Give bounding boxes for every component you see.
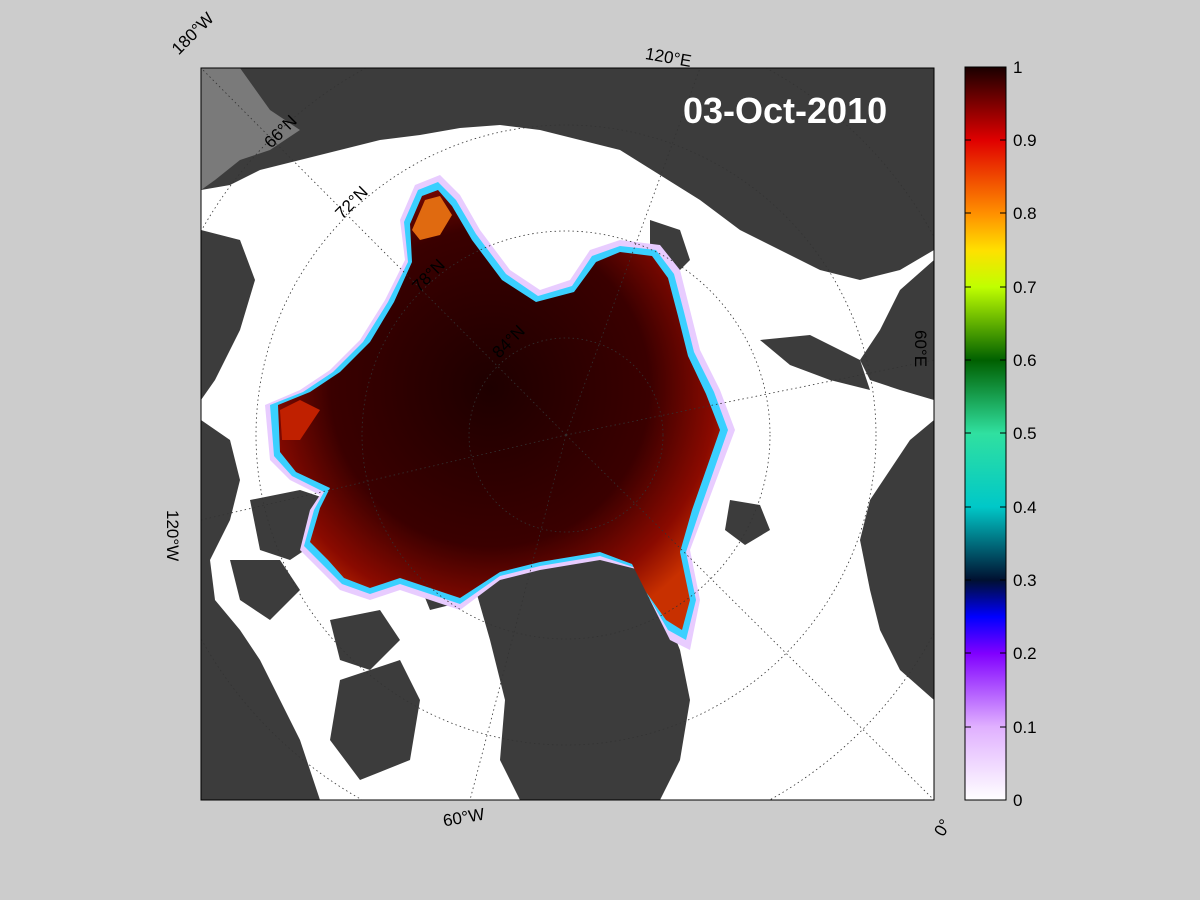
ice-rim-accent [280, 400, 320, 440]
graticule [201, 68, 934, 800]
colorbar-tick-0.5: 0.5 [1013, 424, 1037, 443]
colorbar-tick-0.3: 0.3 [1013, 571, 1037, 590]
colorbar-ticks [965, 139, 1006, 728]
map-frame [200, 67, 935, 801]
colorbar-tick-0.6: 0.6 [1013, 351, 1037, 370]
ice-rim-accent [412, 196, 452, 240]
land [201, 68, 934, 800]
land-outside-domain [201, 68, 300, 190]
colorbar-tick-1: 1 [1013, 58, 1023, 77]
colorbar-tick-0.2: 0.2 [1013, 644, 1037, 663]
sea-ice-pack [278, 190, 720, 630]
colorbar-tick-0: 0 [1013, 791, 1023, 810]
colorbar-tick-0.1: 0.1 [1013, 718, 1037, 737]
colorbar-tick-0.4: 0.4 [1013, 498, 1037, 517]
colorbar-tick-0.8: 0.8 [1013, 204, 1037, 223]
lon-label-120w: 120°W [163, 510, 182, 562]
colorbar [964, 66, 1007, 801]
lon-label-60e: 60°E [911, 330, 930, 368]
map-area [201, 68, 934, 800]
date-label: 03-Oct-2010 [683, 90, 888, 131]
colorbar-tick-0.9: 0.9 [1013, 131, 1037, 150]
colorbar-tick-0.7: 0.7 [1013, 278, 1037, 297]
